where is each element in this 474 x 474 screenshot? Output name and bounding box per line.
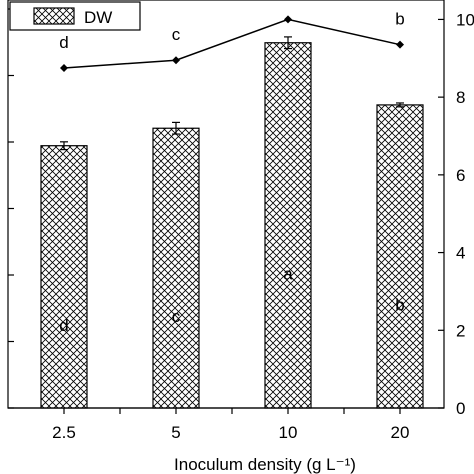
bar-series: d c a b <box>40 36 424 409</box>
right-y-tick-label: 8 <box>456 88 465 107</box>
x-axis-label: Inoculum density (g L⁻¹) <box>174 455 356 474</box>
line-significance-letter: a <box>283 0 293 3</box>
line-significance-letter: b <box>395 10 404 29</box>
line-path <box>63 18 401 69</box>
right-y-tick-label: 4 <box>456 244 465 263</box>
legend-swatch <box>33 7 75 25</box>
line-point <box>60 64 68 72</box>
bar-significance-letter: a <box>283 264 293 283</box>
line-significance-letter: d <box>59 33 68 52</box>
right-y-tick-label: 6 <box>456 166 465 185</box>
line-point <box>172 56 180 65</box>
bar-significance-letter: b <box>395 295 404 314</box>
x-tick-label: 5 <box>171 423 180 442</box>
bar <box>152 127 200 409</box>
axes: 2.5 5 10 20 0 2 4 6 8 10 <box>8 8 474 442</box>
line-series: d c a b <box>59 0 405 72</box>
bar-significance-letter: d <box>59 316 68 335</box>
x-tick-label: 10 <box>279 423 298 442</box>
legend-label: DW <box>84 8 112 27</box>
right-y-tick-label: 2 <box>456 321 465 340</box>
bar-significance-letter: c <box>172 307 181 326</box>
x-tick-label: 2.5 <box>52 423 76 442</box>
bar <box>40 145 88 409</box>
line-point <box>284 15 292 24</box>
legend-box <box>9 1 141 31</box>
right-y-tick-label: 10 <box>456 10 474 29</box>
legend: DW <box>9 1 141 31</box>
line-point <box>396 40 404 49</box>
bar <box>264 42 312 409</box>
x-tick-label: 20 <box>391 423 410 442</box>
bar <box>376 104 424 409</box>
line-significance-letter: c <box>172 25 181 44</box>
right-y-tick-label: 0 <box>456 399 465 418</box>
